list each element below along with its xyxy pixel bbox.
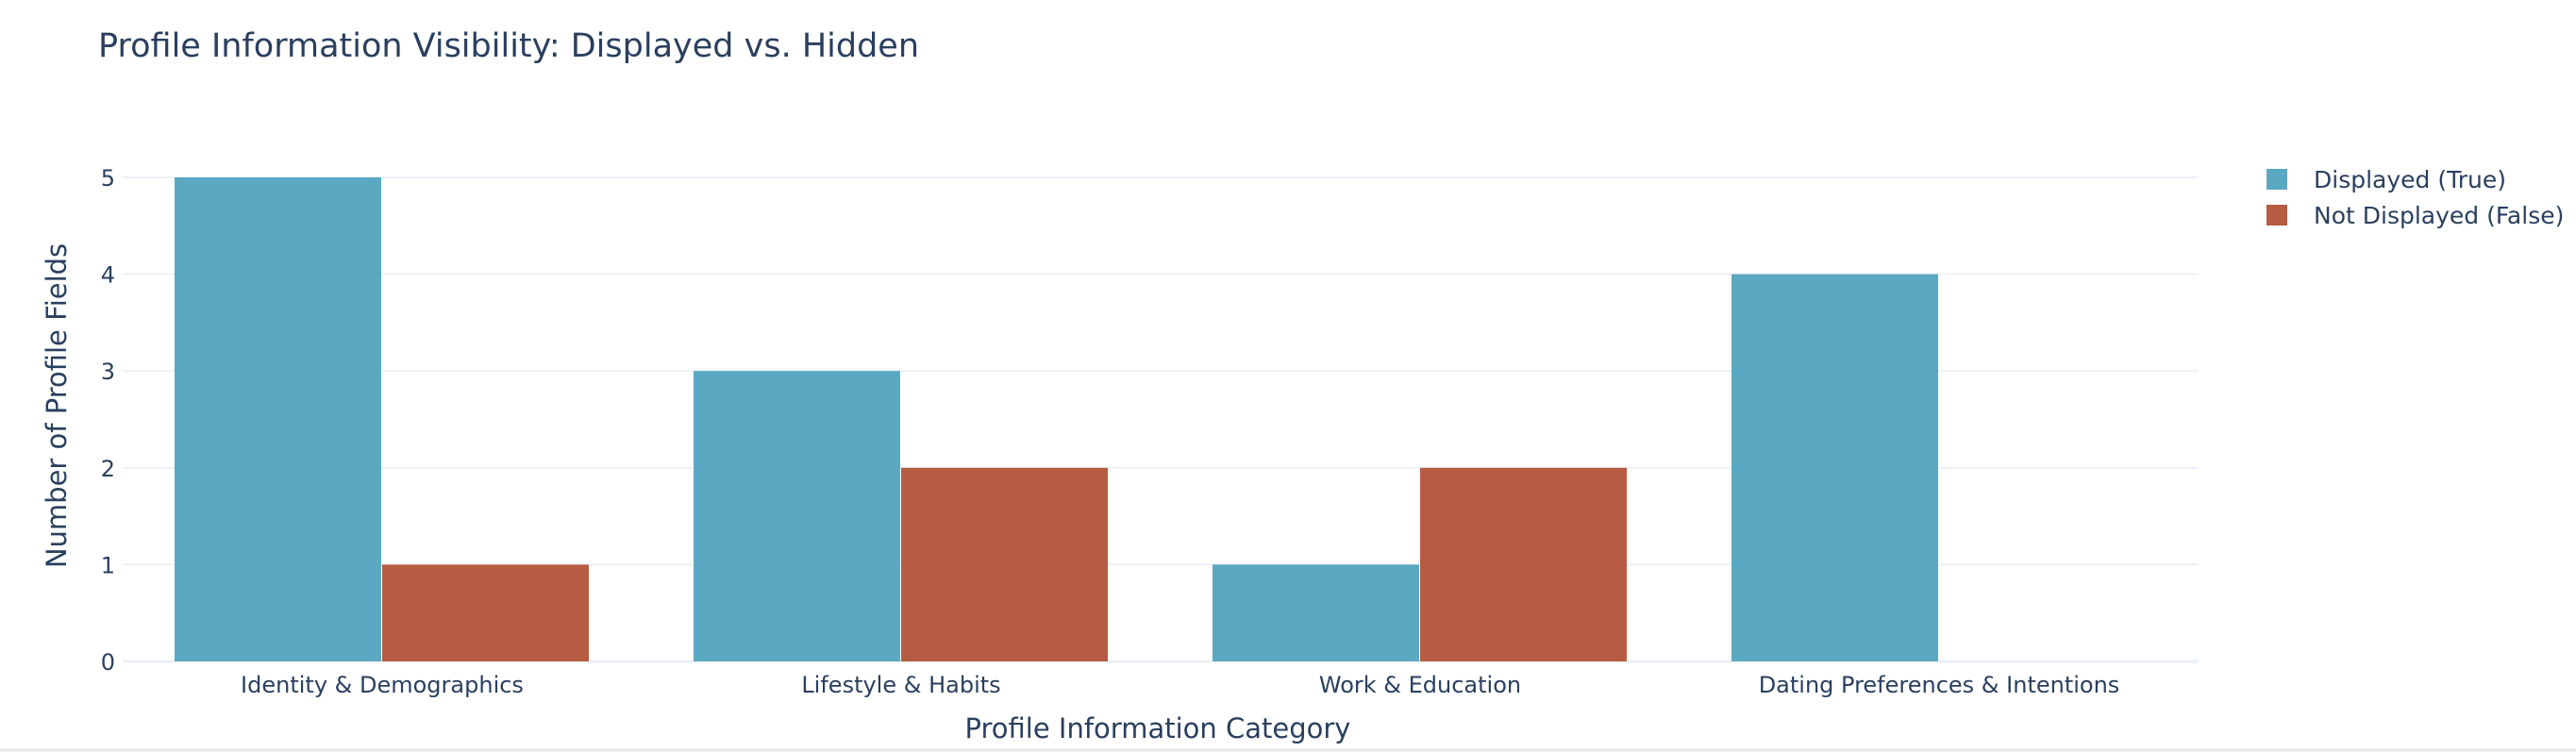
- x-tick-label: Work & Education: [1319, 672, 1521, 698]
- y-tick-label: 2: [101, 456, 115, 482]
- y-tick-label: 4: [101, 262, 115, 289]
- bar-displayed[interactable]: [694, 371, 900, 661]
- bar-displayed[interactable]: [175, 177, 381, 661]
- x-tick-label: Lifestyle & Habits: [801, 672, 1000, 698]
- y-tick-label: 1: [101, 552, 115, 578]
- y-tick-label: 0: [101, 649, 115, 676]
- legend-item[interactable]: Displayed (True): [2267, 166, 2506, 193]
- bar-not-displayed[interactable]: [901, 467, 1108, 661]
- bar-not-displayed[interactable]: [382, 564, 589, 661]
- legend[interactable]: Displayed (True) Not Displayed (False): [2267, 166, 2564, 229]
- bars[interactable]: [175, 177, 1938, 661]
- legend-label: Displayed (True): [2314, 166, 2506, 193]
- legend-label: Not Displayed (False): [2314, 202, 2564, 229]
- x-axis-ticks: Identity & Demographics Lifestyle & Habit…: [241, 672, 2119, 698]
- y-axis-ticks: 0 1 2 3 4 5: [101, 165, 115, 676]
- bar-displayed[interactable]: [1731, 274, 1938, 661]
- legend-item[interactable]: Not Displayed (False): [2267, 202, 2564, 229]
- x-axis-title: Profile Information Category: [965, 712, 1351, 744]
- bar-displayed[interactable]: [1213, 564, 1419, 661]
- y-axis-title: Number of Profile Fields: [41, 243, 73, 568]
- legend-swatch: [2267, 169, 2287, 190]
- legend-swatch: [2267, 205, 2287, 226]
- chart-title: Profile Information Visibility: Displaye…: [98, 27, 919, 65]
- bar-not-displayed[interactable]: [1420, 467, 1627, 661]
- x-tick-label: Dating Preferences & Intentions: [1759, 672, 2120, 698]
- x-tick-label: Identity & Demographics: [241, 672, 524, 698]
- y-tick-label: 3: [101, 359, 115, 385]
- y-tick-label: 5: [101, 165, 115, 192]
